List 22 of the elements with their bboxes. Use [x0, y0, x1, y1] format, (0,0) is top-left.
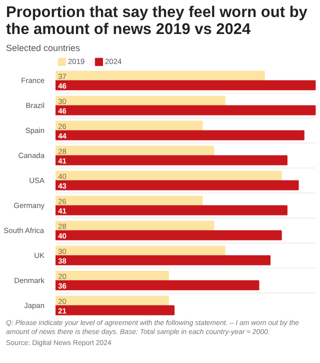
bar	[56, 96, 226, 106]
bar	[56, 180, 299, 190]
bar	[56, 120, 203, 131]
bar	[56, 70, 265, 81]
chart-title: Proportion that say they feel worn out by the amount of news 2019 vs 2024	[6, 4, 308, 38]
bar	[56, 196, 203, 206]
bar	[56, 105, 316, 116]
bar	[56, 220, 214, 231]
chart-subtitle: Selected countries	[6, 42, 80, 55]
bar	[56, 305, 175, 316]
bar	[56, 296, 169, 306]
bar	[56, 170, 282, 181]
bar	[56, 270, 169, 281]
bar	[56, 230, 282, 240]
bar	[56, 130, 304, 140]
bar	[56, 80, 316, 90]
bar	[56, 155, 288, 166]
bar	[56, 246, 226, 256]
bar	[56, 280, 260, 290]
bar	[56, 146, 214, 156]
bar	[56, 255, 271, 266]
bar	[56, 205, 288, 216]
